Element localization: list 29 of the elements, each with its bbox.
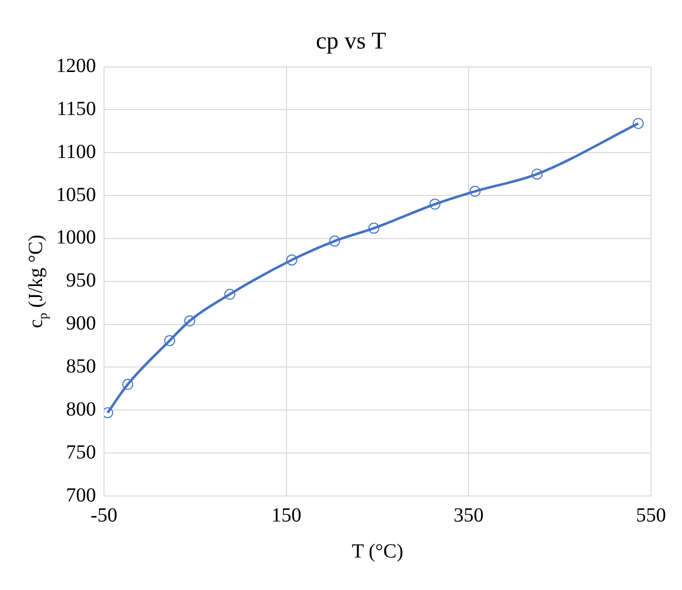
y-tick-label: 1050 xyxy=(56,184,96,206)
x-tick-label: 150 xyxy=(271,504,302,526)
y-tick-label: 1000 xyxy=(56,226,96,249)
point xyxy=(429,198,440,210)
y-tick-label: 750 xyxy=(66,441,96,464)
x-tick-label: 550 xyxy=(636,504,666,526)
x-tick-label: -50 xyxy=(90,504,118,526)
point xyxy=(632,118,644,129)
point xyxy=(286,254,298,266)
y-axis-title: cp (J/kg °C) xyxy=(25,234,50,328)
y-tick-label: 1150 xyxy=(56,98,96,120)
point xyxy=(164,335,176,346)
x-tick-label: 350 xyxy=(454,504,484,526)
chart-title: cp vs T xyxy=(316,28,386,55)
point xyxy=(224,288,236,300)
point xyxy=(470,186,481,197)
point xyxy=(329,236,340,247)
y-tick-label: 1200 xyxy=(56,55,96,78)
x-axis-title: T (°C) xyxy=(352,540,404,562)
point xyxy=(184,315,196,326)
point xyxy=(122,378,134,390)
y-tick-label: 950 xyxy=(66,270,96,292)
y-tick-label: 1100 xyxy=(56,140,96,163)
y-tick-label: 700 xyxy=(66,484,96,506)
y-tick-label: 800 xyxy=(66,398,96,420)
y-tick-label: 850 xyxy=(66,355,96,378)
point xyxy=(532,168,543,180)
point xyxy=(368,222,380,234)
y-tick-label: 900 xyxy=(66,312,96,335)
